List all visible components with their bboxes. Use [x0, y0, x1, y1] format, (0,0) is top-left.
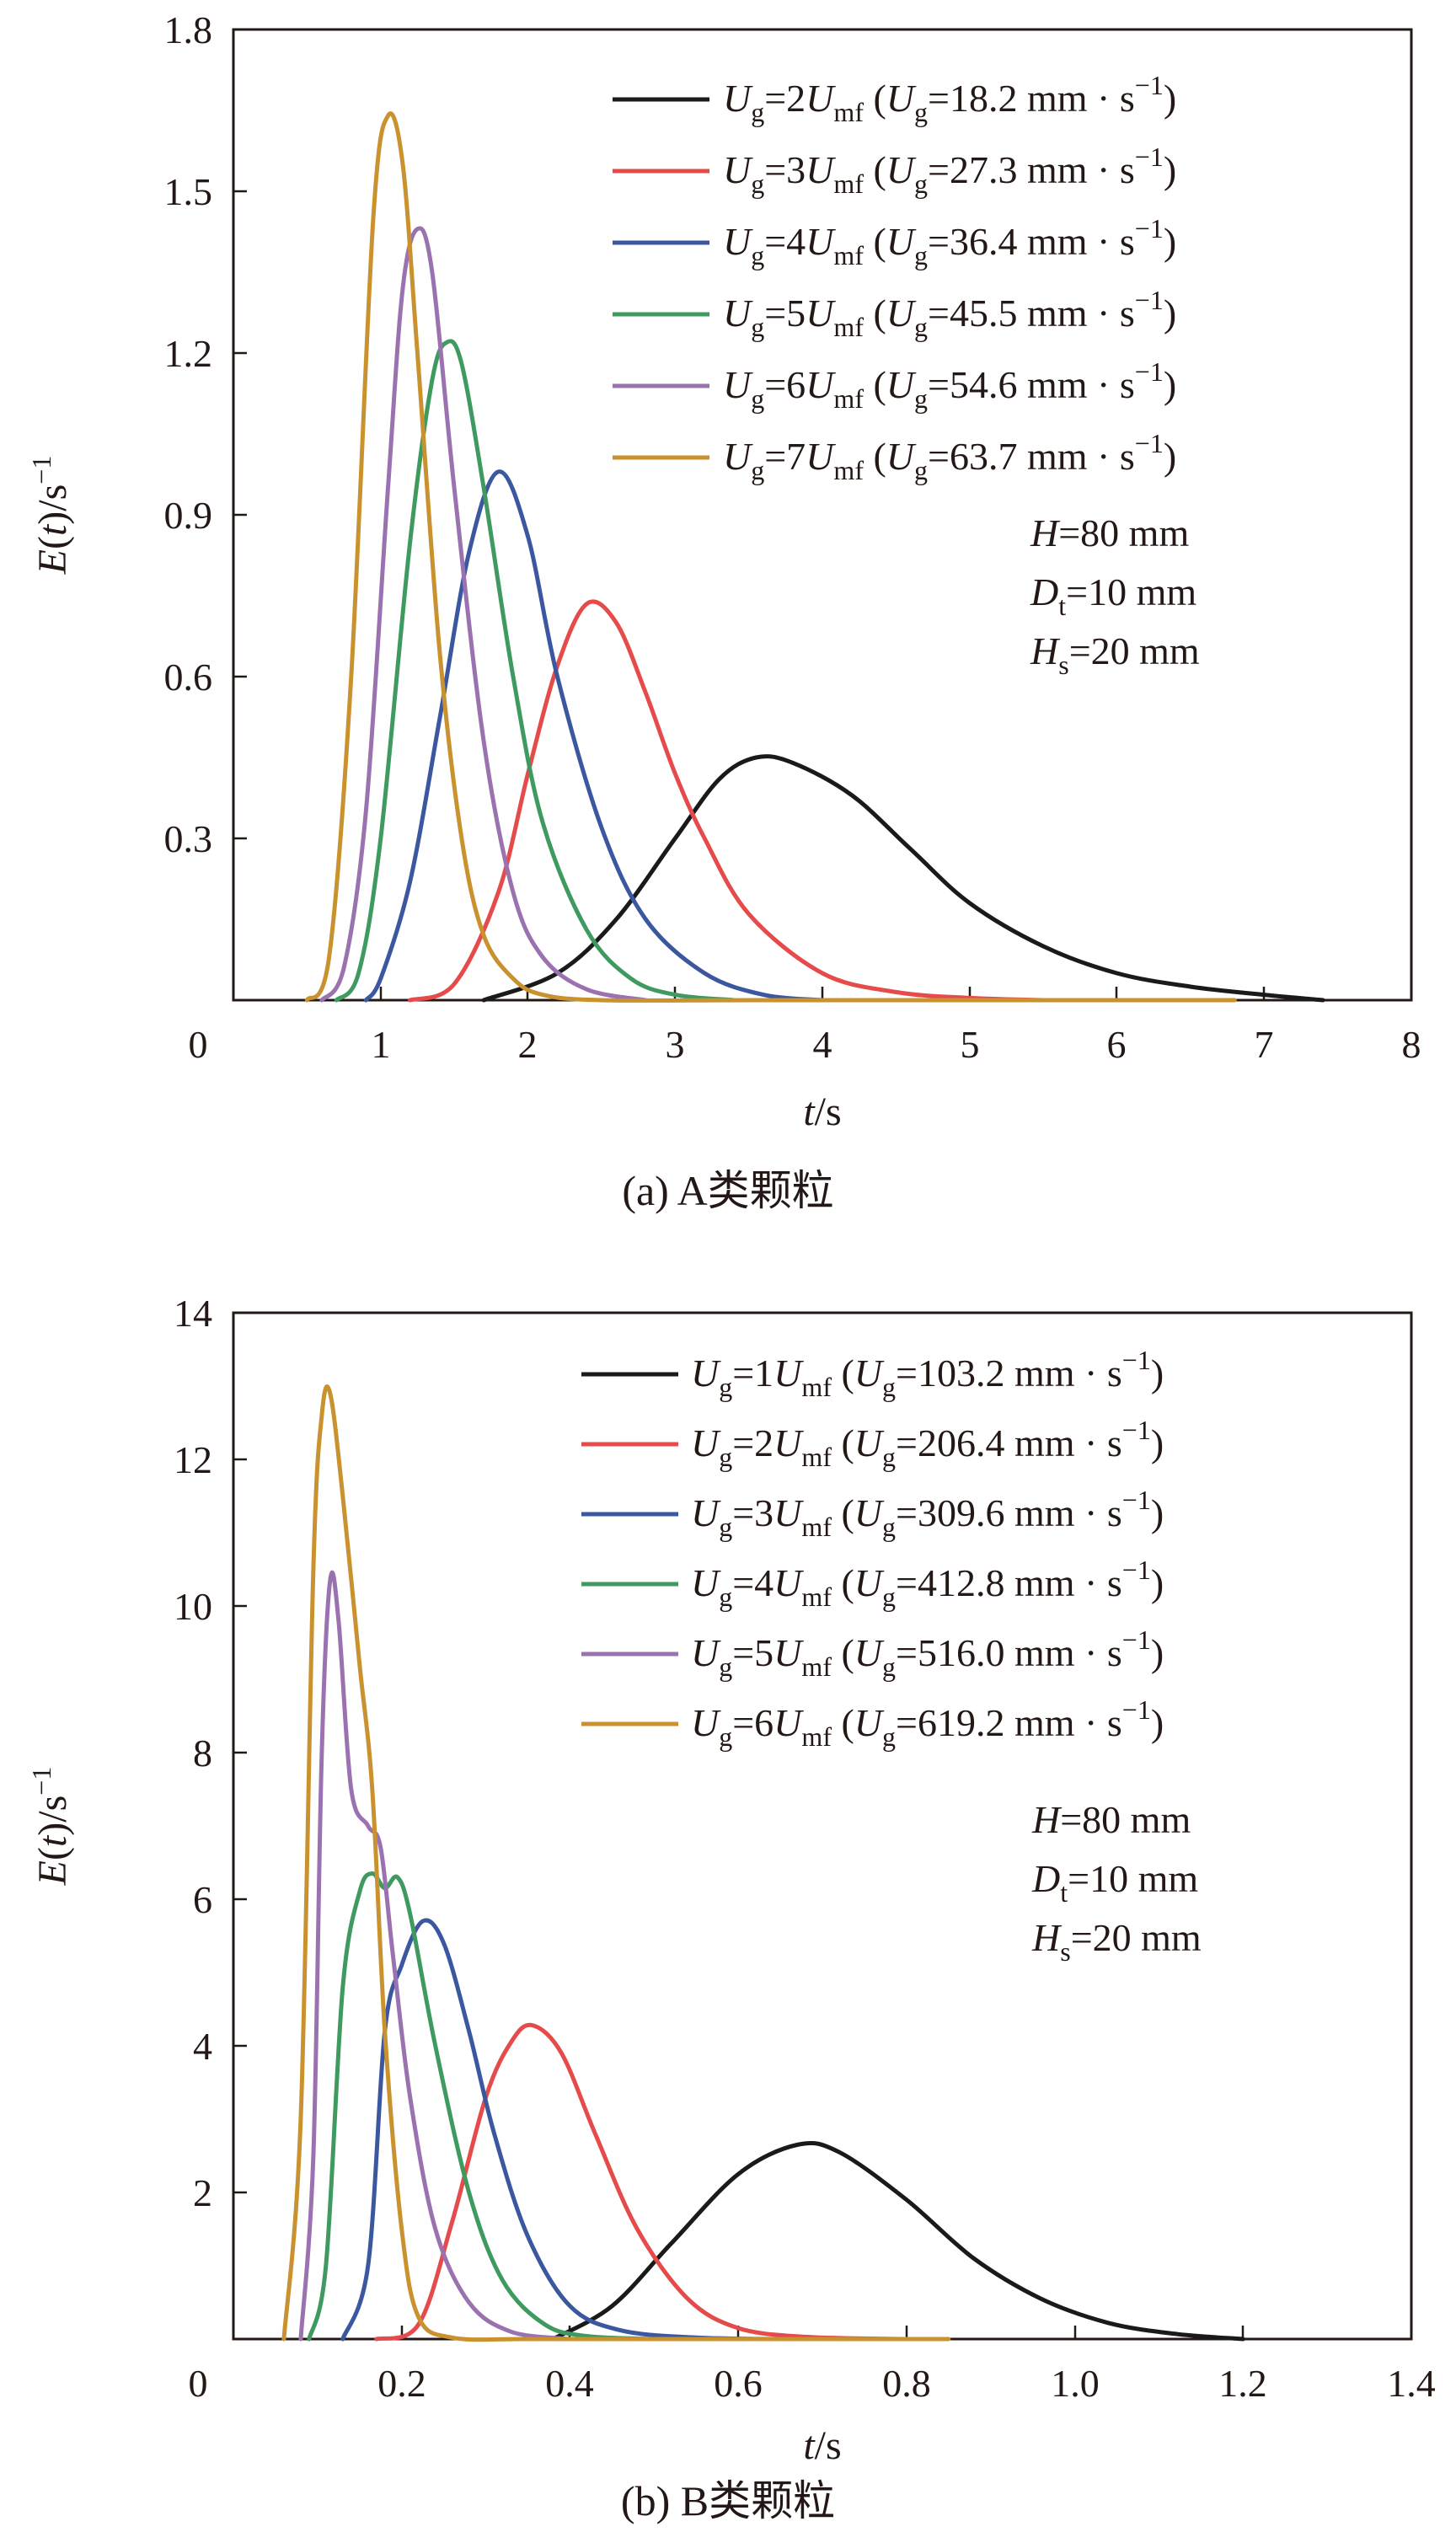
legend-label: Ug=2Umf (Ug=206.4 mm · s−1) [691, 1415, 1164, 1472]
x-axis-a: 0 1 2 3 4 5 6 7 8 [189, 987, 1421, 1066]
legend-label: Ug=3Umf (Ug=309.6 mm · s−1) [691, 1485, 1164, 1542]
annotation-Dt: Dt=10 mm [1030, 570, 1196, 621]
y-tick-label: 12 [174, 1438, 212, 1481]
legend-label: Ug=7Umf (Ug=63.7 mm · s−1) [723, 428, 1176, 485]
y-tick-label: 14 [174, 1292, 212, 1335]
series-group-a [304, 111, 1325, 1003]
annotation-Dt: Dt=10 mm [1031, 1857, 1198, 1908]
legend-a: Ug=2Umf (Ug=18.2 mm · s−1) Ug=3Umf (Ug=27… [613, 70, 1176, 485]
series-line-3umf [340, 1918, 783, 2342]
legend-label: Ug=5Umf (Ug=45.5 mm · s−1) [723, 285, 1176, 342]
legend-b: Ug=1Umf (Ug=103.2 mm · s−1) Ug=2Umf (Ug=2… [581, 1345, 1164, 1752]
legend-label: Ug=6Umf (Ug=619.2 mm · s−1) [691, 1694, 1164, 1752]
x-tick-label: 0.8 [882, 2362, 931, 2405]
x-tick-label: 4 [813, 1023, 832, 1066]
annotation-Hs: Hs=20 mm [1031, 1916, 1202, 1967]
x-tick-label: 0.4 [545, 2362, 594, 2405]
caption-a: (a) A类颗粒 [622, 1167, 833, 1214]
series-line-5umf [334, 339, 736, 1003]
x-tick-label: 2 [518, 1023, 538, 1066]
legend-label: Ug=6Umf (Ug=54.6 mm · s−1) [723, 356, 1176, 414]
figure-b: 2 4 6 8 10 12 14 0 0.2 0.4 0.6 0.8 1.0 1… [0, 1268, 1456, 2532]
caption-b: (b) B类颗粒 [621, 2477, 835, 2524]
legend-label: Ug=2Umf (Ug=18.2 mm · s−1) [723, 70, 1176, 127]
figure-a: 0.3 0.6 0.9 1.2 1.5 1.8 0 1 2 3 4 5 6 7 … [0, 0, 1456, 1230]
series-line-6umf [281, 1384, 951, 2342]
legend-label: Ug=4Umf (Ug=412.8 mm · s−1) [691, 1555, 1164, 1612]
x-tick-label: 0 [189, 2362, 208, 2405]
x-tick-label: 1.2 [1218, 2362, 1267, 2405]
y-tick-label: 0.6 [164, 656, 213, 699]
annotations-a: H=80 mm Dt=10 mm Hs=20 mm [1030, 511, 1200, 680]
y-tick-label: 1.2 [164, 332, 213, 375]
series-line-7umf [304, 111, 1237, 1003]
y-tick-label: 0.3 [164, 817, 213, 860]
series-line-1umf [551, 2140, 1245, 2342]
x-tick-label: 6 [1107, 1023, 1127, 1066]
x-tick-label: 3 [666, 1023, 685, 1066]
series-line-2umf [481, 754, 1325, 1003]
annotation-H: H=80 mm [1030, 511, 1189, 554]
x-axis-title-a: t/s [803, 1089, 841, 1134]
chart-b: 2 4 6 8 10 12 14 0 0.2 0.4 0.6 0.8 1.0 1… [26, 1292, 1436, 2524]
x-tick-label: 1.0 [1051, 2362, 1100, 2405]
x-tick-label: 0.6 [714, 2362, 763, 2405]
y-tick-label: 8 [193, 1732, 212, 1775]
series-line-4umf [307, 1871, 656, 2342]
legend-label: Ug=4Umf (Ug=36.4 mm · s−1) [723, 213, 1176, 270]
y-tick-label: 0.9 [164, 494, 213, 537]
y-axis-title-a: E(t)/s−1 [26, 456, 75, 575]
annotation-H: H=80 mm [1031, 1798, 1191, 1841]
legend-label: Ug=3Umf (Ug=27.3 mm · s−1) [723, 142, 1176, 199]
y-tick-label: 10 [174, 1585, 212, 1628]
y-axis-a: 0.3 0.6 0.9 1.2 1.5 1.8 [164, 8, 247, 860]
y-axis-b: 2 4 6 8 10 12 14 [174, 1292, 247, 2214]
x-tick-label: 0.2 [377, 2362, 426, 2405]
series-line-5umf [298, 1570, 572, 2342]
x-axis-title-b: t/s [803, 2423, 841, 2468]
series-line-6umf [319, 226, 648, 1003]
series-line-3umf [408, 599, 1046, 1003]
series-line-4umf [363, 469, 825, 1003]
x-axis-b: 0 0.2 0.4 0.6 0.8 1.0 1.2 1.4 [189, 2326, 1436, 2405]
chart-a: 0.3 0.6 0.9 1.2 1.5 1.8 0 1 2 3 4 5 6 7 … [26, 8, 1421, 1214]
x-tick-label: 5 [961, 1023, 980, 1066]
legend-label: Ug=5Umf (Ug=516.0 mm · s−1) [691, 1625, 1164, 1682]
x-tick-label: 1.4 [1387, 2362, 1436, 2405]
x-tick-label: 1 [372, 1023, 391, 1066]
legend-label: Ug=1Umf (Ug=103.2 mm · s−1) [691, 1345, 1164, 1402]
y-tick-label: 1.8 [164, 8, 213, 51]
y-tick-label: 4 [193, 2025, 212, 2068]
y-tick-label: 6 [193, 1878, 212, 1921]
x-tick-label: 7 [1255, 1023, 1274, 1066]
y-tick-label: 2 [193, 2171, 212, 2214]
series-group-b [281, 1384, 1245, 2342]
x-tick-label: 8 [1402, 1023, 1421, 1066]
annotations-b: H=80 mm Dt=10 mm Hs=20 mm [1031, 1798, 1202, 1967]
y-tick-label: 1.5 [164, 170, 213, 213]
series-line-2umf [374, 2022, 909, 2342]
y-axis-title-b: E(t)/s−1 [26, 1767, 75, 1887]
annotation-Hs: Hs=20 mm [1030, 629, 1200, 680]
x-tick-label: 0 [189, 1023, 208, 1066]
